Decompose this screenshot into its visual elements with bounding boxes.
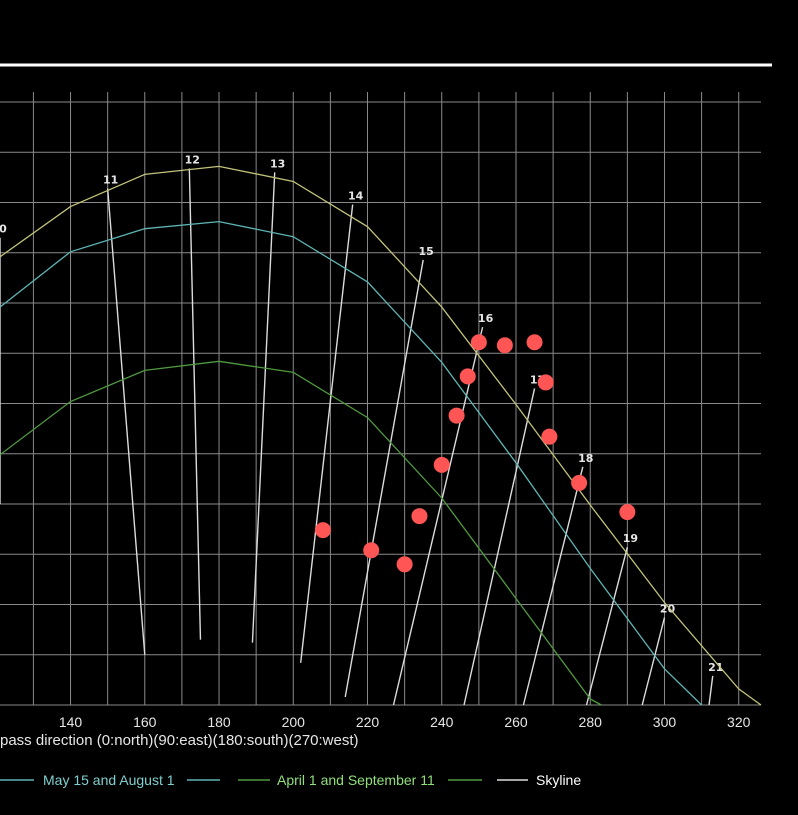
hour-label: 14 [348,190,364,203]
skyline-point [571,474,588,491]
hour-label: 18 [578,452,593,465]
skyline-point [448,407,465,424]
skyline-point [537,374,554,391]
series-lines [0,165,762,706]
hour-line [522,466,584,706]
hour-label: 21 [708,661,723,674]
skyline-point [433,456,450,473]
grid [0,92,761,706]
skyline-point [619,504,636,521]
x-axis-ticks: 140 160 180 200 220 240 260 280 300 320 [59,714,751,730]
hour-label: 16 [478,312,494,325]
hour-label: 11 [103,173,118,186]
x-axis-label: pass direction (0:north)(90:east)(180:so… [0,732,359,749]
x-tick-label: 280 [579,714,603,730]
legend-label: May 15 and August 1 [43,772,175,788]
skyline-point [411,508,428,525]
legend-label: April 1 and September 11 [277,772,435,788]
hour-line [463,388,536,706]
x-tick-label: 240 [430,714,454,730]
skyline-point [526,334,543,351]
hour-line [344,259,424,698]
skyline-point [470,334,487,351]
skyline-point [496,337,513,354]
x-tick-label: 160 [133,714,157,730]
x-tick-label: 140 [59,714,83,730]
legend: May 15 and August 1 April 1 and September… [0,772,581,788]
skyline-point [363,542,380,559]
skyline-point [459,368,476,385]
series-line-apr_sep [0,360,602,706]
skyline-points [314,334,636,573]
hour-line [106,188,146,655]
skyline-point [314,522,331,539]
hour-line [251,172,276,643]
x-tick-label: 320 [727,714,751,730]
x-tick-label: 200 [282,714,306,730]
hour-line [392,326,484,706]
hour-line [299,204,354,663]
skyline-point [541,428,558,445]
hour-label: 0 [0,223,7,236]
series-line-may_aug [0,220,703,706]
legend-label: Skyline [536,772,581,788]
hour-label: 15 [419,245,434,258]
hour-line [188,168,202,640]
x-tick-label: 300 [653,714,677,730]
hour-label: 19 [623,532,638,545]
hour-label: 12 [185,153,200,166]
x-tick-label: 220 [356,714,380,730]
hour-line [708,675,714,706]
hour-label: 13 [270,157,285,170]
hour-label: 20 [660,603,676,616]
hour-line [585,547,629,706]
hour-line [641,617,666,706]
x-tick-label: 180 [207,714,231,730]
series-line-summer [0,165,762,706]
skyline-point [396,556,413,573]
x-tick-label: 260 [504,714,528,730]
